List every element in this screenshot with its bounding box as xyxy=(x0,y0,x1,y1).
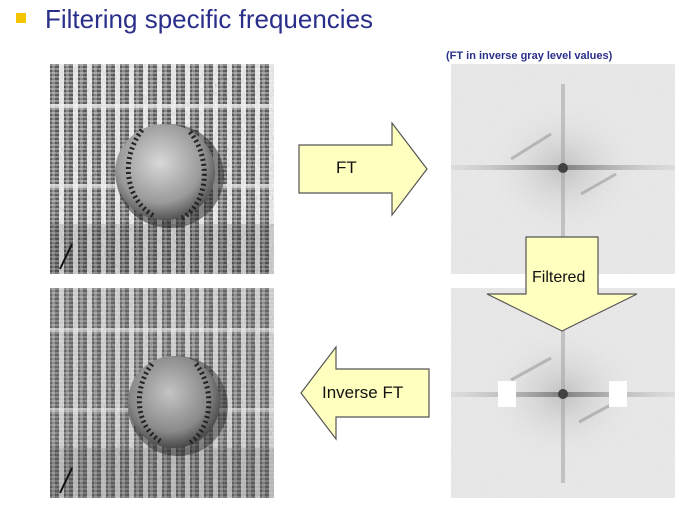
filtered-arrow-label: Filtered xyxy=(532,269,586,286)
filtered-arrow: Filtered xyxy=(486,236,638,332)
filter-mask-left xyxy=(498,381,516,407)
filter-mask-right xyxy=(609,381,627,407)
title-bullet xyxy=(16,13,26,23)
ft-note: (FT in inverse gray level values) xyxy=(446,50,613,62)
slide-title: Filtering specific frequencies xyxy=(45,4,374,34)
ft-arrow-label: FT xyxy=(336,158,357,177)
inverse-ft-arrow: Inverse FT xyxy=(300,345,430,441)
inverse-ft-arrow-label: Inverse FT xyxy=(322,383,404,402)
original-image xyxy=(50,64,274,274)
filtered-image xyxy=(50,288,274,498)
ft-arrow: FT xyxy=(298,121,428,217)
